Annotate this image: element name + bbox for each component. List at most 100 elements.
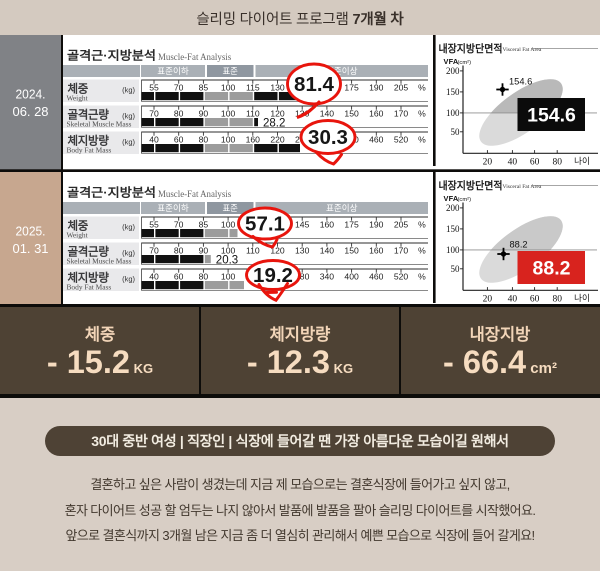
svg-text:Muscle-Fat Analysis: Muscle-Fat Analysis	[158, 52, 232, 62]
svg-text:160: 160	[320, 219, 335, 229]
svg-text:100: 100	[221, 82, 236, 92]
svg-text:400: 400	[344, 271, 359, 281]
svg-text:205: 205	[394, 82, 409, 92]
svg-text:120: 120	[270, 245, 285, 255]
svg-text:표준: 표준	[222, 66, 238, 76]
svg-text:20: 20	[483, 157, 493, 167]
svg-text:체중: 체중	[68, 218, 89, 232]
svg-text:01. 31: 01. 31	[13, 241, 49, 256]
svg-text:120: 120	[270, 108, 285, 118]
svg-text:200: 200	[446, 203, 460, 213]
svg-text:내장지방단면적: 내장지방단면적	[439, 42, 503, 55]
svg-text:100: 100	[221, 271, 236, 281]
svg-text:40: 40	[508, 294, 518, 304]
svg-text:154.6: 154.6	[509, 77, 532, 87]
svg-text:220: 220	[270, 134, 285, 144]
svg-text:표준: 표준	[222, 203, 238, 213]
svg-text:(cm²): (cm²)	[458, 60, 472, 66]
svg-text:200: 200	[446, 66, 460, 76]
svg-text:Weight: Weight	[67, 230, 89, 239]
svg-text:140: 140	[320, 108, 335, 118]
svg-text:Skeletal Muscle Mass: Skeletal Muscle Mass	[67, 256, 132, 265]
svg-text:130: 130	[295, 245, 310, 255]
svg-text:160: 160	[369, 245, 384, 255]
svg-text:150: 150	[344, 245, 359, 255]
svg-text:VFA: VFA	[444, 57, 459, 66]
svg-text:90: 90	[199, 245, 209, 255]
svg-text:Body Fat Mass: Body Fat Mass	[67, 145, 112, 154]
svg-text:85: 85	[199, 219, 209, 229]
svg-text:110: 110	[246, 245, 260, 255]
svg-text:체지방량: 체지방량	[68, 270, 110, 284]
svg-text:100: 100	[221, 134, 236, 144]
svg-text:460: 460	[369, 271, 384, 281]
svg-text:표준이하: 표준이하	[157, 66, 189, 76]
svg-text:81.4: 81.4	[294, 73, 334, 96]
svg-text:110: 110	[246, 108, 260, 118]
svg-text:190: 190	[369, 219, 384, 229]
svg-text:내장지방단면적: 내장지방단면적	[439, 179, 503, 192]
svg-text:80: 80	[174, 108, 184, 118]
svg-text:%: %	[418, 245, 426, 255]
svg-text:60: 60	[530, 157, 540, 167]
svg-text:(kg): (kg)	[122, 137, 135, 146]
svg-text:150: 150	[446, 87, 460, 97]
svg-text:2024.: 2024.	[16, 87, 46, 102]
svg-text:80: 80	[552, 157, 562, 167]
svg-text:88.2: 88.2	[533, 258, 571, 280]
svg-text:골격근·지방분석: 골격근·지방분석	[67, 48, 156, 63]
svg-text:80: 80	[552, 294, 562, 304]
svg-text:460: 460	[369, 134, 384, 144]
svg-text:골격근량: 골격근량	[68, 107, 110, 121]
svg-text:20: 20	[483, 294, 493, 304]
svg-text:Skeletal Muscle Mass: Skeletal Muscle Mass	[67, 119, 132, 128]
svg-text:115: 115	[246, 82, 260, 92]
svg-text:체지방량: 체지방량	[68, 133, 110, 147]
svg-text:80: 80	[174, 245, 184, 255]
svg-text:90: 90	[199, 108, 209, 118]
svg-text:(kg): (kg)	[122, 85, 135, 94]
svg-text:30.3: 30.3	[308, 126, 348, 149]
svg-text:(kg): (kg)	[122, 111, 135, 120]
svg-text:%: %	[418, 134, 426, 144]
svg-text:100: 100	[221, 219, 236, 229]
svg-text:50: 50	[451, 264, 461, 274]
svg-text:2025.: 2025.	[16, 224, 46, 239]
svg-text:80: 80	[199, 271, 209, 281]
svg-text:(kg): (kg)	[122, 248, 135, 257]
svg-text:70: 70	[149, 245, 159, 255]
svg-text:154.6: 154.6	[527, 105, 576, 127]
svg-text:170: 170	[394, 108, 409, 118]
svg-text:175: 175	[344, 82, 359, 92]
svg-text:130: 130	[295, 108, 310, 118]
svg-text:280: 280	[295, 271, 310, 281]
svg-text:표준이상: 표준이상	[326, 66, 358, 76]
svg-text:Weight: Weight	[67, 93, 89, 102]
svg-text:나이: 나이	[574, 293, 590, 303]
svg-text:70: 70	[149, 108, 159, 118]
svg-text:55: 55	[149, 219, 159, 229]
svg-text:55: 55	[149, 82, 159, 92]
svg-text:골격근·지방분석: 골격근·지방분석	[67, 185, 156, 200]
svg-text:175: 175	[344, 219, 359, 229]
svg-text:100: 100	[446, 245, 460, 255]
svg-text:Visceral Fat Area: Visceral Fat Area	[503, 47, 542, 53]
svg-text:(cm²): (cm²)	[458, 197, 472, 203]
svg-text:표준이하: 표준이하	[157, 203, 189, 213]
svg-text:100: 100	[446, 108, 460, 118]
svg-text:57.1: 57.1	[245, 213, 285, 236]
svg-text:(kg): (kg)	[122, 274, 135, 283]
svg-text:(kg): (kg)	[122, 222, 135, 231]
svg-text:Body Fat Mass: Body Fat Mass	[67, 282, 112, 291]
svg-text:170: 170	[394, 245, 409, 255]
svg-text:골격근량: 골격근량	[68, 244, 110, 258]
svg-text:나이: 나이	[574, 156, 590, 166]
svg-text:28.2: 28.2	[263, 118, 285, 130]
svg-text:60: 60	[174, 271, 184, 281]
svg-text:40: 40	[149, 271, 159, 281]
svg-text:VFA: VFA	[444, 194, 459, 203]
svg-text:100: 100	[221, 245, 236, 255]
svg-text:표준이상: 표준이상	[326, 203, 358, 213]
svg-text:70: 70	[174, 82, 184, 92]
svg-text:80: 80	[199, 134, 209, 144]
